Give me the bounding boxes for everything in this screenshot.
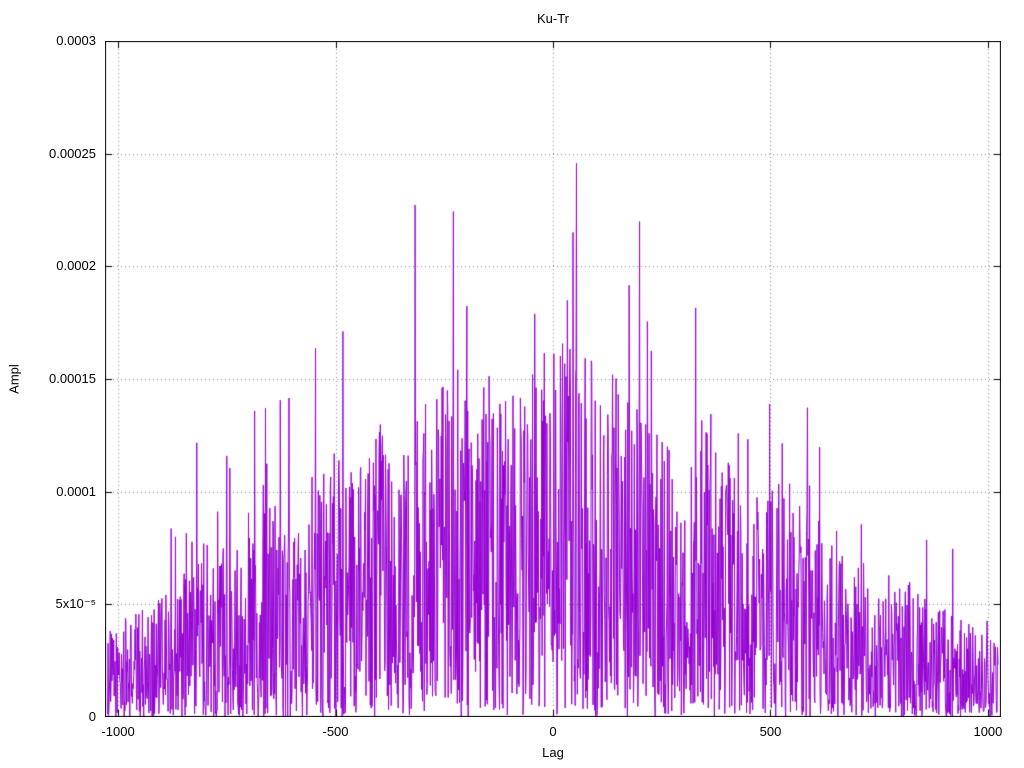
y-tick-label: 0.00025 (49, 145, 96, 161)
y-tick-label: 0.0003 (56, 33, 96, 48)
y-tick-label: 0.0002 (56, 258, 96, 274)
y-tick-label: 0.00015 (49, 371, 96, 386)
x-tick-label: 1000 (973, 724, 1003, 739)
chart-title: Ku-Tr (536, 11, 570, 26)
y-tick-label: 0.0001 (56, 483, 96, 499)
x-tick-label: -1000 (101, 724, 135, 739)
y-tick-label: 5x10⁻⁵ (55, 596, 96, 612)
plot-area (105, 41, 1001, 717)
x-tick-label: 500 (759, 724, 782, 739)
x-tick-label: 0 (549, 724, 557, 739)
x-tick-label: -500 (322, 724, 349, 739)
y-tick-label: 0 (88, 709, 96, 724)
x-axis-label: Lag (542, 745, 564, 760)
